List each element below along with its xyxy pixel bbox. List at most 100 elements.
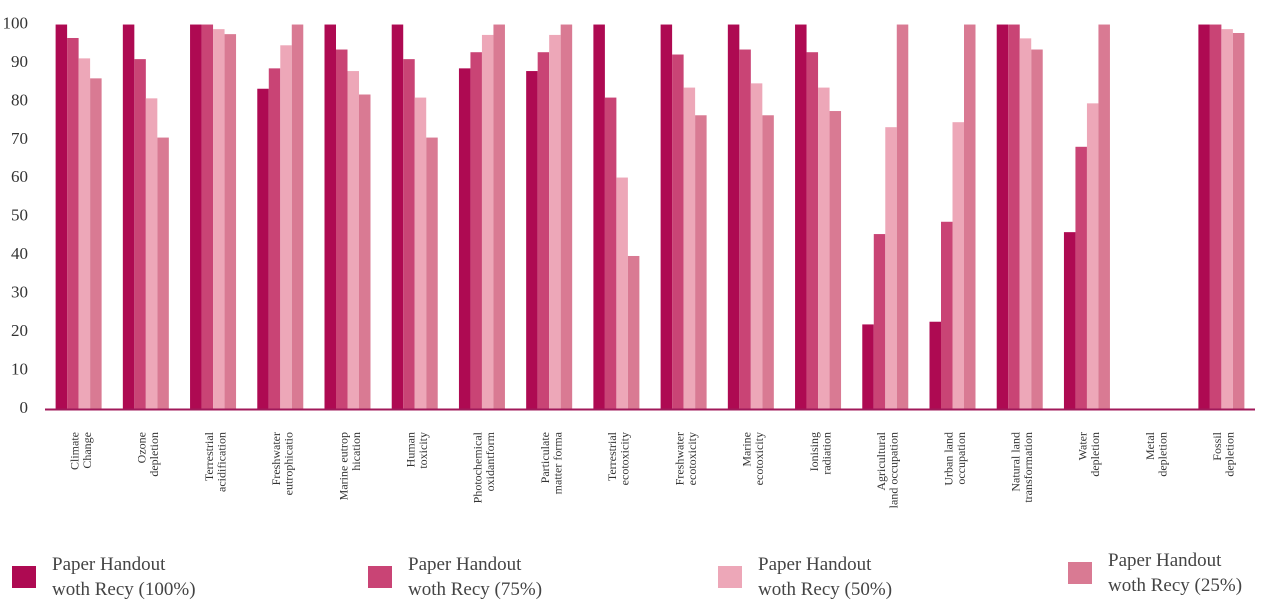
bar (213, 29, 225, 409)
bar (493, 24, 505, 409)
bar (134, 59, 146, 409)
category-label: Freshwatereutrophicatio (269, 432, 296, 495)
legend-swatch (1068, 562, 1092, 584)
bar (795, 24, 807, 409)
bar (470, 52, 482, 409)
bar (593, 24, 605, 409)
legend-label: Paper Handout woth Recy (100%) (52, 554, 196, 600)
category-label: Marine eutrophication (336, 432, 363, 500)
bar (964, 24, 976, 409)
y-axis: 0 10 20 30 40 50 60 70 80 90 100 (3, 13, 29, 416)
bar-chart: 0 10 20 30 40 50 60 70 80 90 100 ClimateChange Ozon… (3, 13, 1255, 508)
category-label: Terrestrialacidification (202, 431, 229, 492)
bar (885, 127, 897, 410)
category-label: Terrestrialecotoxicity (605, 431, 632, 485)
bar (1209, 24, 1222, 409)
bar (458, 68, 471, 410)
legend-label: Paper Handout woth Recy (75%) (408, 554, 543, 600)
category-labels: ClimateChange Ozonedepletion Terrestrialac… (67, 431, 1236, 508)
bar-marks (55, 24, 1245, 410)
bar (660, 24, 673, 409)
bar (806, 52, 819, 409)
bar (280, 45, 292, 410)
bar (727, 24, 740, 409)
bar (1075, 146, 1087, 409)
bar (403, 59, 415, 409)
bar (257, 88, 269, 409)
bar (526, 71, 538, 409)
bar (1031, 49, 1043, 410)
category-label: ClimateChange (67, 432, 94, 470)
bar (873, 234, 886, 409)
legend-item: Paper Handout woth Recy (50%) (718, 552, 892, 602)
legend-swatch (368, 566, 392, 588)
category-label: Humantoxicity (403, 432, 430, 469)
bar (862, 324, 874, 409)
legend-swatch (718, 566, 742, 588)
y-tick-label: 30 (11, 283, 28, 302)
legend: Paper Handout woth Recy (100%) Paper Hand… (0, 548, 1262, 605)
bar (739, 49, 751, 410)
y-tick-label: 90 (11, 52, 28, 71)
bar (55, 24, 68, 409)
y-tick-label: 60 (11, 167, 28, 186)
bar (324, 24, 336, 409)
bar (391, 24, 404, 409)
y-tick-label: 20 (11, 321, 28, 340)
category-label: Urban landoccupation (941, 432, 968, 486)
legend-item: Paper Handout woth Recy (100%) (12, 552, 196, 602)
bar (996, 24, 1009, 409)
bar (1008, 24, 1020, 409)
bar (347, 71, 359, 409)
category-label: Freshwaterecotoxicity (672, 432, 699, 485)
category-label: Particulatematter forma (538, 431, 565, 494)
legend-swatch (12, 566, 36, 588)
y-tick-label: 10 (11, 359, 28, 378)
y-tick-label: 70 (11, 129, 28, 148)
category-label: Metaldepletion (1143, 431, 1170, 476)
bar (145, 98, 158, 410)
legend-label: Paper Handout woth Recy (25%) (1108, 550, 1243, 596)
category-label: Photochemicaloxidantform (471, 431, 498, 503)
bar (414, 97, 427, 410)
bar (1086, 103, 1099, 409)
category-label: Marineecotoxicity (740, 432, 767, 485)
category-label: Waterdepletion (1076, 432, 1103, 477)
y-tick-label: 50 (11, 206, 28, 225)
category-label: Fossildepletion (1210, 431, 1237, 476)
bar (896, 24, 909, 409)
y-tick-label: 80 (11, 90, 28, 109)
bar (537, 52, 550, 409)
bar (616, 177, 628, 409)
category-label: Ozonedepletion (135, 432, 162, 477)
legend-label: Paper Handout woth Recy (50%) (758, 554, 893, 600)
bar (829, 111, 842, 410)
bar (695, 115, 707, 410)
bar (750, 83, 763, 409)
bar (604, 97, 617, 410)
bar (1221, 29, 1233, 409)
bar (560, 24, 573, 409)
y-tick-label: 40 (11, 244, 28, 263)
bar (90, 78, 102, 409)
bar (762, 115, 774, 410)
category-label: Agriculturalland occupation (874, 431, 901, 508)
bar (157, 137, 169, 409)
bar (1232, 32, 1245, 409)
bar (941, 221, 953, 409)
bar (426, 137, 438, 409)
legend-item: Paper Handout woth Recy (75%) (368, 552, 542, 602)
bar (190, 24, 202, 409)
bar (818, 87, 830, 409)
bar (268, 68, 281, 410)
bar (672, 54, 684, 409)
bar (336, 49, 348, 410)
y-tick-label: 100 (3, 13, 29, 32)
bar (1063, 232, 1076, 409)
bar (224, 34, 237, 409)
bar (122, 24, 135, 409)
bar (67, 37, 79, 409)
bar (1098, 24, 1110, 409)
bar (78, 58, 91, 409)
bar (481, 34, 494, 410)
